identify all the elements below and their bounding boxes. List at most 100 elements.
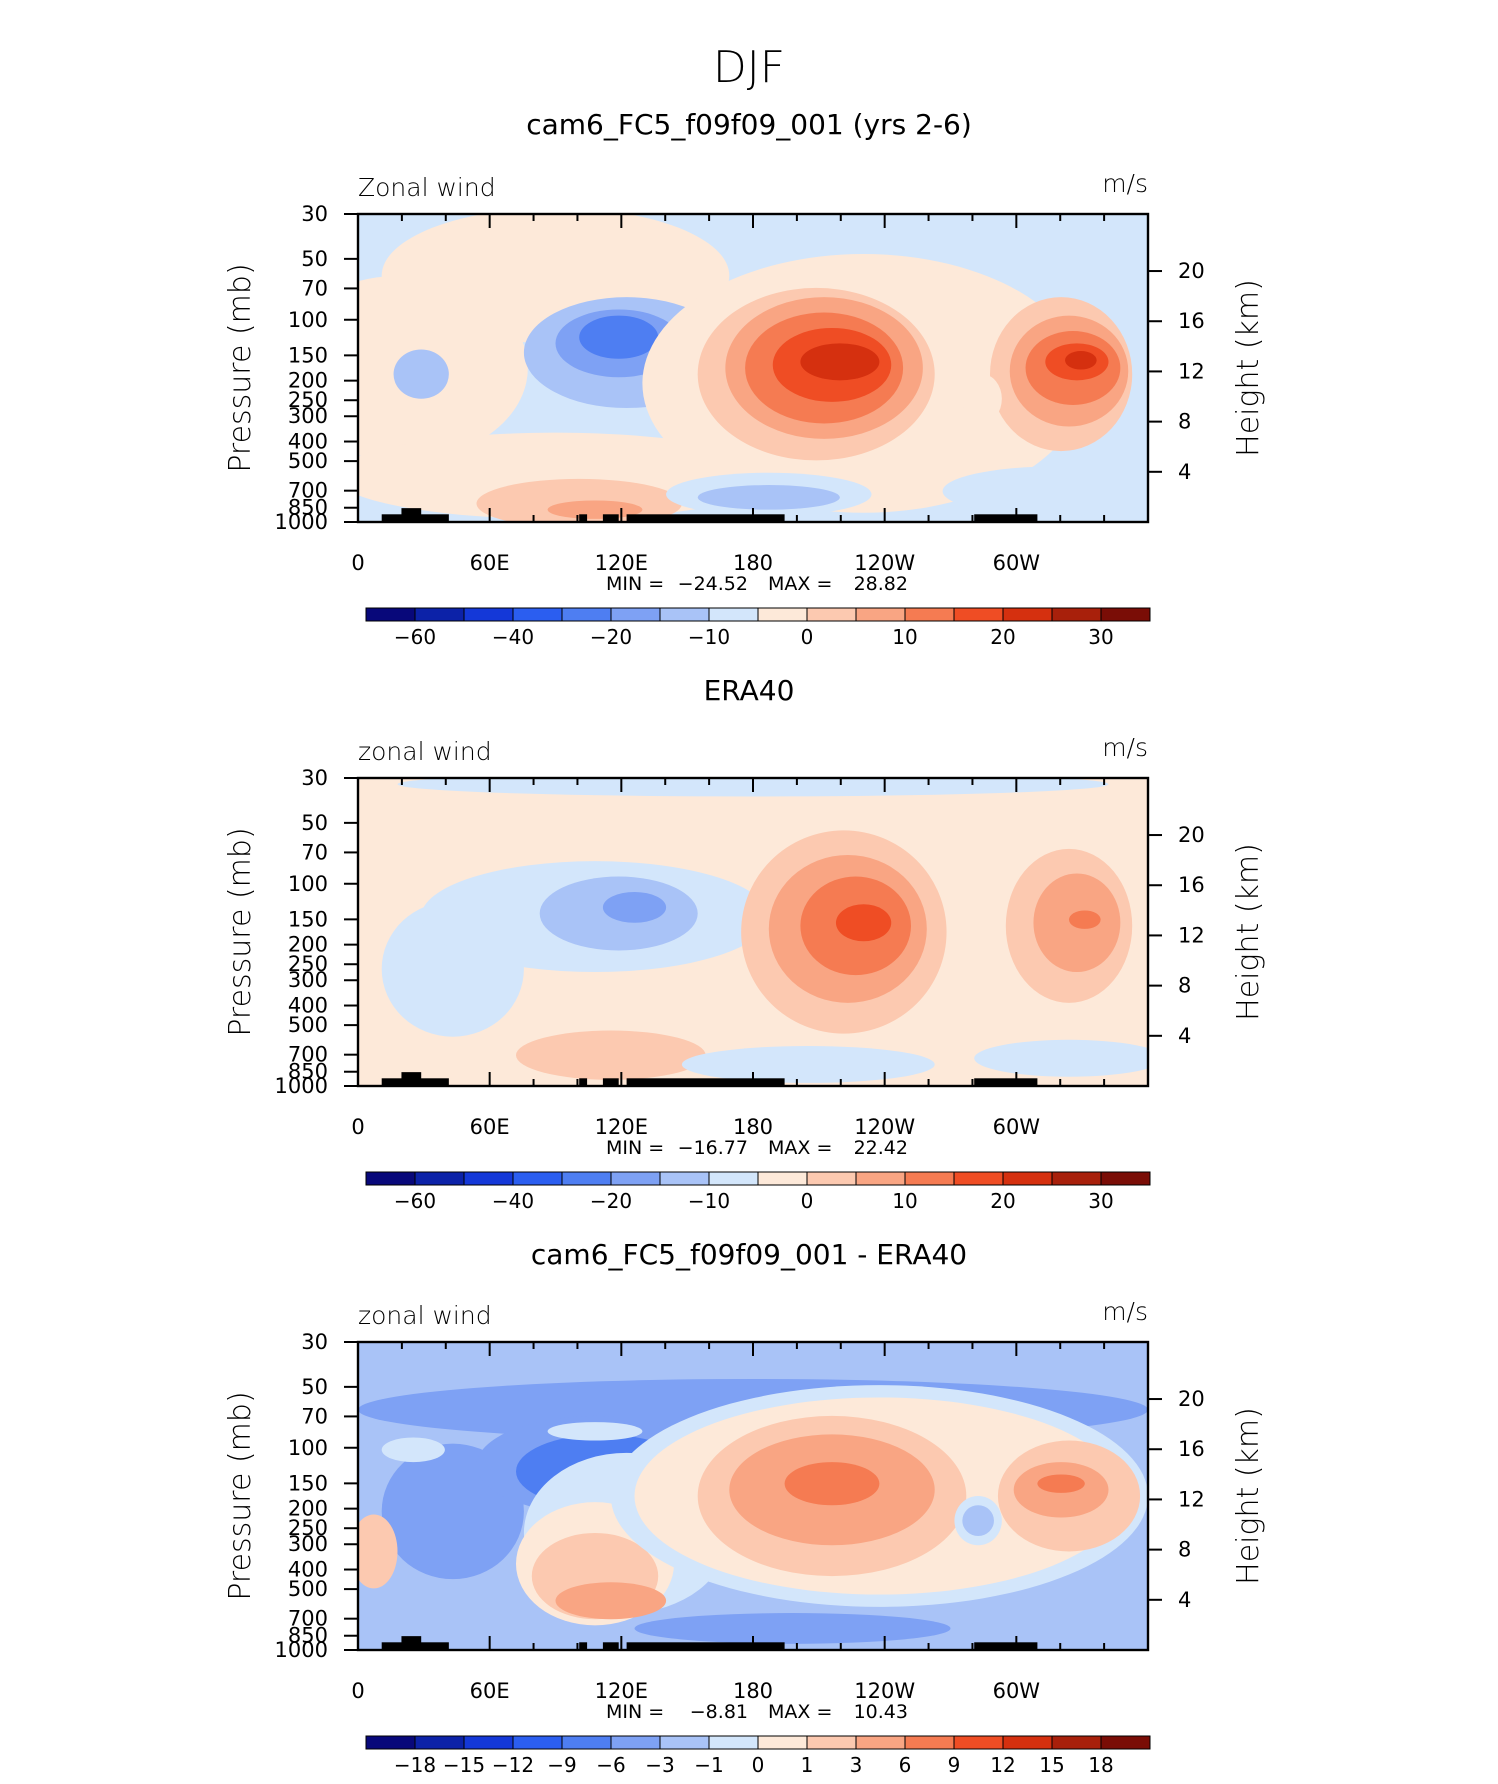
x-tick-label: 180 [733, 1679, 773, 1703]
y-tick-label: 1000 [275, 1074, 328, 1098]
topography-bar [602, 1078, 619, 1086]
colorbar-swatch [757, 1735, 808, 1750]
colorbar-swatch [708, 1735, 759, 1750]
colorbar-swatch [463, 1735, 514, 1750]
y-tick-label: 400 [288, 430, 328, 454]
y-tick-label: 700 [288, 1043, 328, 1067]
y-tick-label: 30 [301, 1330, 328, 1354]
y-tick-label: 1000 [275, 1638, 328, 1662]
units-label: m/s [1102, 169, 1148, 198]
colorbar-swatch [463, 607, 514, 622]
y2-tick-label: 8 [1178, 1538, 1191, 1562]
colorbar-swatch [659, 1735, 710, 1750]
colorbar-label: −3 [645, 1753, 674, 1777]
colorbar-swatch [806, 1171, 857, 1186]
colorbar-swatch [414, 607, 465, 622]
y2-tick-label: 20 [1178, 259, 1205, 283]
y2-tick-label: 16 [1178, 873, 1205, 897]
colorbar-swatch [953, 607, 1004, 622]
y-tick-label: 250 [288, 952, 328, 976]
max-value: 28.82 [854, 573, 908, 595]
y2-tick-label: 4 [1178, 1024, 1191, 1048]
min-label: MIN = [606, 1701, 664, 1723]
colorbar-label: −6 [596, 1753, 625, 1777]
topography-bar [401, 1072, 422, 1086]
colorbar-swatch [708, 607, 759, 622]
colorbar-swatch [904, 607, 955, 622]
colorbar-swatch [512, 1735, 563, 1750]
y-tick-label: 70 [301, 1404, 328, 1428]
colorbar-swatch [1051, 1171, 1102, 1186]
y-tick-label: 30 [301, 202, 328, 226]
y-tick-label: 200 [288, 1497, 328, 1521]
y2-tick-label: 12 [1178, 359, 1205, 383]
colorbar-swatch [1100, 1171, 1151, 1186]
colorbar-label: 10 [892, 1189, 917, 1213]
y-tick-label: 300 [288, 1532, 328, 1556]
topography-bar [626, 1642, 785, 1650]
x-tick-label: 120W [854, 1679, 915, 1703]
contour-region [962, 1505, 994, 1537]
colorbar-swatch [610, 1735, 661, 1750]
colorbar-label: 3 [850, 1753, 863, 1777]
colorbar-swatch [1002, 607, 1053, 622]
colorbar-label: 0 [752, 1753, 765, 1777]
y-tick-label: 300 [288, 968, 328, 992]
colorbar-swatch [1051, 607, 1102, 622]
y2-tick-label: 4 [1178, 1588, 1191, 1612]
colorbar-swatch [953, 1735, 1004, 1750]
y2-tick-label: 20 [1178, 1387, 1205, 1411]
contour-region [555, 1582, 667, 1620]
x-tick-label: 180 [733, 551, 773, 575]
topography-bar [626, 514, 785, 522]
colorbar-label: −15 [443, 1753, 485, 1777]
colorbar-label: −1 [694, 1753, 723, 1777]
colorbar: −60 −40 −20 −10 0 10 20 30 [365, 607, 1151, 649]
contour-region [393, 349, 449, 399]
colorbar-label: −10 [688, 625, 730, 649]
colorbar-label: −40 [492, 1189, 534, 1213]
y-tick-label: 850 [288, 1060, 328, 1084]
y2-tick-label: 8 [1178, 410, 1191, 434]
y2-axis-title: Height (km) [1231, 1407, 1266, 1585]
y-tick-label: 500 [288, 1577, 328, 1601]
x-tick-label: 0 [351, 1679, 364, 1703]
y-tick-label: 200 [288, 933, 328, 957]
max-label: MAX = [768, 573, 832, 595]
colorbar-swatch [659, 607, 710, 622]
colorbar-swatch [365, 1171, 416, 1186]
colorbar-label: 20 [990, 1189, 1015, 1213]
y-axis-title: Pressure (mb) [223, 263, 258, 472]
colorbar-label: −12 [492, 1753, 534, 1777]
topography-bar [401, 508, 422, 522]
y2-axis-title: Height (km) [1231, 279, 1266, 457]
contour-region [516, 1030, 706, 1080]
topography-bar [579, 514, 588, 522]
colorbar-swatch [561, 1735, 612, 1750]
y2-axis-title: Height (km) [1231, 843, 1266, 1021]
y2-tick-label: 20 [1178, 823, 1205, 847]
contour-region [942, 466, 1148, 516]
y-axis-title: Pressure (mb) [223, 1391, 258, 1600]
colorbar-swatch [904, 1735, 955, 1750]
colorbar-swatch [512, 607, 563, 622]
variable-label: Zonal wind [358, 173, 496, 202]
topography-bar [417, 1642, 449, 1650]
topography-bar [417, 1078, 449, 1086]
colorbar-swatch [806, 607, 857, 622]
colorbar-swatch [512, 1171, 563, 1186]
contour-region [784, 1462, 880, 1506]
contour-region [835, 904, 892, 942]
y-tick-label: 1000 [275, 510, 328, 534]
y-tick-label: 70 [301, 276, 328, 300]
y-tick-label: 500 [288, 449, 328, 473]
x-tick-label: 180 [733, 1115, 773, 1139]
y-tick-label: 700 [288, 1607, 328, 1631]
topography-bar [602, 1642, 619, 1650]
y-tick-label: 50 [301, 1375, 328, 1399]
variable-label: zonal wind [358, 1301, 492, 1330]
colorbar: −60 −40 −20 −10 0 10 20 30 [365, 1171, 1151, 1213]
x-tick-label: 60E [470, 1115, 510, 1139]
units-label: m/s [1102, 733, 1148, 762]
